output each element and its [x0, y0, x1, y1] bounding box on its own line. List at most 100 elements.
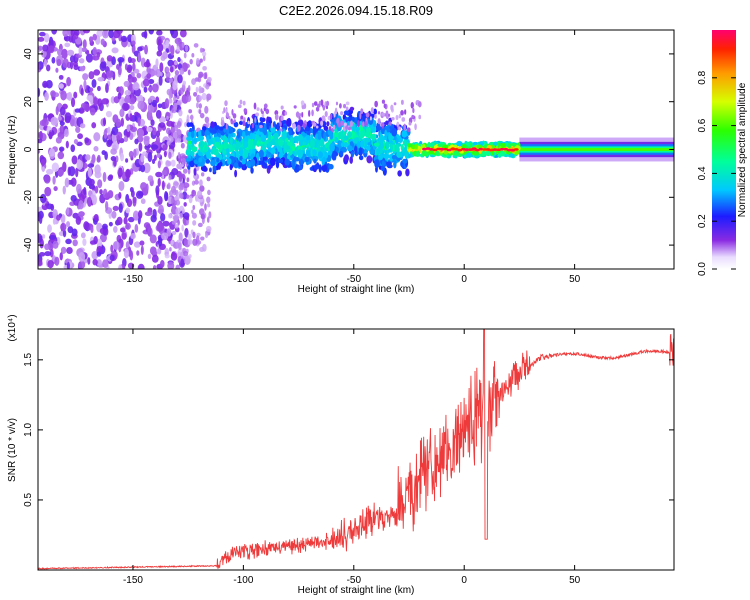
spectrogram-blob — [313, 101, 318, 106]
spectrogram-blob — [80, 232, 86, 239]
spectrogram-blob — [177, 74, 183, 84]
spectrogram-blob — [73, 139, 79, 145]
spectrogram-blob — [334, 107, 338, 115]
spectrogram-blob — [62, 185, 66, 195]
spectrogram-blob — [57, 48, 63, 56]
spectrogram-blob — [235, 150, 239, 157]
spectrogram-blob — [316, 103, 321, 108]
spectrogram-blob — [180, 251, 184, 258]
spectrogram-blob — [358, 147, 363, 156]
spectrogram-blob — [89, 107, 96, 116]
spectrogram-peak — [464, 148, 470, 151]
spectrogram-blob — [140, 153, 145, 163]
spectrogram-blob — [81, 47, 88, 52]
spectrogram-blob — [132, 210, 139, 221]
spectrogram-blob — [83, 221, 90, 230]
spectrogram-blob — [443, 150, 449, 155]
spectrogram-blob — [193, 43, 199, 48]
spectrogram-blob — [41, 166, 45, 172]
snr-y-label: SNR (10 * v/v) — [7, 418, 18, 482]
spectrogram-blob — [253, 138, 257, 146]
spectrogram-blob — [189, 160, 195, 168]
spectrogram-blob — [155, 109, 162, 119]
spectrogram-blob — [383, 103, 387, 109]
spectrogram-blob — [45, 168, 54, 175]
spectrogram-blob — [345, 125, 348, 130]
spectrogram-blob — [157, 160, 162, 169]
spectrogram-y-label: Frequency (Hz) — [7, 116, 18, 185]
spectrogram-blob — [380, 142, 384, 147]
spectrogram-blob — [374, 159, 380, 169]
spectrogram-blob — [267, 164, 272, 170]
spectrogram-blob — [147, 97, 152, 104]
spectrogram-blob — [182, 168, 188, 174]
spectrogram-blob — [195, 57, 200, 65]
spectrogram-blob — [83, 30, 90, 34]
spectrogram-blob — [322, 105, 326, 111]
spectrogram-blob — [143, 86, 148, 93]
spectrogram-blob — [197, 222, 203, 228]
spectrogram-blob — [59, 252, 63, 261]
y-tick-label: 40 — [23, 48, 34, 60]
spectrogram-blob — [266, 121, 270, 130]
spectrogram-blob — [404, 109, 407, 115]
spectrogram-blob — [259, 127, 264, 132]
spectrogram-blob — [224, 100, 228, 107]
spectrogram-blob — [88, 71, 95, 80]
spectrogram-blob — [87, 257, 91, 265]
spectrogram-blob — [360, 108, 364, 115]
spectrogram-blob — [176, 45, 180, 52]
spectrogram-blob — [177, 151, 181, 159]
spectrogram-blob — [191, 189, 197, 197]
spectrogram-blob — [304, 126, 311, 132]
spectrogram-blob — [179, 192, 183, 199]
spectrogram-blob — [222, 135, 228, 144]
spectrogram-blob — [186, 177, 190, 183]
spectrogram-blob — [91, 194, 97, 205]
spectrogram-peak — [432, 148, 438, 152]
spectrogram-blob — [65, 140, 69, 149]
spectrogram-blob — [370, 133, 377, 140]
spectrogram-blob — [97, 154, 101, 162]
spectrogram-blob — [179, 87, 184, 95]
spectrogram-blob — [253, 102, 257, 110]
spectrogram-blob — [297, 149, 304, 159]
spectrogram-blob — [140, 245, 144, 255]
spectrogram-blob — [144, 211, 153, 217]
spectrogram-blob — [297, 134, 303, 142]
spectrogram-blob — [66, 207, 70, 216]
spectrogram-blob — [238, 120, 244, 126]
spectrogram-blob — [137, 117, 141, 127]
spectrogram-blob — [151, 83, 159, 93]
spectrogram-blob — [148, 30, 155, 35]
spectrogram-blob — [97, 76, 105, 82]
spectrogram-blob — [321, 157, 326, 166]
spectrogram-blob — [129, 113, 133, 122]
spectrogram-blob — [70, 177, 77, 187]
spectrogram-blob — [311, 102, 315, 108]
x-tick-label: 50 — [569, 274, 581, 285]
spectrogram-blob — [228, 115, 231, 120]
spectrogram-blob — [143, 162, 151, 174]
spectrogram-blob — [137, 210, 143, 219]
spectrogram-blob — [134, 223, 139, 233]
spectrogram-blob — [170, 197, 175, 204]
spectrogram-blob — [61, 48, 68, 60]
spectrogram-blob — [158, 116, 167, 123]
spectrogram-blob — [70, 194, 77, 202]
spectrogram-blob — [106, 134, 112, 140]
spectrogram-blob — [365, 112, 370, 118]
spectrogram-blob — [116, 216, 123, 226]
spectrogram-blob — [104, 151, 108, 161]
spectrogram-blob — [373, 142, 380, 147]
spectrogram-blob — [78, 200, 84, 210]
spectrogram-blob — [401, 117, 406, 122]
spectrogram-blob — [68, 166, 76, 177]
spectrogram-blob — [168, 151, 172, 159]
spectrogram-peak — [478, 147, 484, 151]
spectrogram-blob — [43, 33, 50, 43]
spectrogram-blob — [38, 62, 41, 70]
spectrogram-blob — [67, 91, 73, 101]
spectrogram-blob — [138, 142, 143, 152]
spectrogram-blob — [394, 143, 400, 153]
